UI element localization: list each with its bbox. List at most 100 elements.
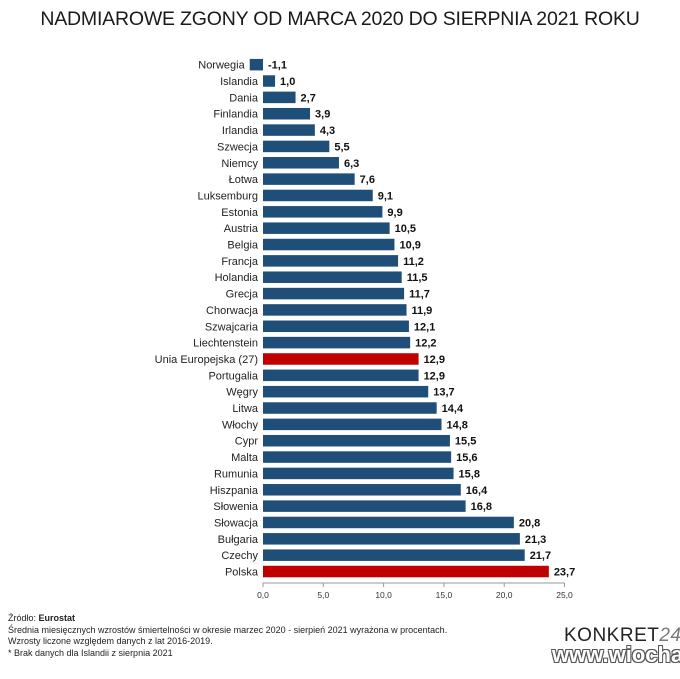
category-label: Francja bbox=[221, 256, 259, 268]
value-label: 12,9 bbox=[424, 370, 445, 382]
bar-3 bbox=[263, 107, 311, 120]
bar-6 bbox=[263, 157, 339, 169]
bar-17 bbox=[263, 336, 411, 349]
value-label: 10,9 bbox=[399, 240, 420, 252]
value-label: 12,9 bbox=[424, 354, 445, 366]
bar-28 bbox=[263, 516, 514, 529]
bar-2 bbox=[263, 91, 296, 104]
value-label: 15,8 bbox=[459, 468, 480, 480]
category-label: Cypr bbox=[235, 436, 259, 448]
category-label: Dania bbox=[229, 92, 259, 104]
value-label: 11,5 bbox=[407, 272, 428, 284]
value-label: 2,7 bbox=[301, 92, 316, 104]
bar-25 bbox=[263, 467, 454, 480]
bar-0 bbox=[249, 58, 263, 71]
category-label: Estonia bbox=[221, 207, 259, 219]
x-tick-label: 20,0 bbox=[496, 590, 513, 600]
bar-22 bbox=[263, 418, 442, 431]
value-label: 1,0 bbox=[280, 76, 295, 88]
bar-5 bbox=[263, 140, 330, 153]
category-label: Norwegia bbox=[198, 60, 245, 72]
watermark: www.wiocha.pl bbox=[552, 642, 680, 667]
brand-logo: KONKRET24 bbox=[564, 625, 680, 647]
x-tick-label: 25,0 bbox=[556, 590, 573, 600]
bar-4 bbox=[263, 124, 315, 136]
bar-1 bbox=[263, 75, 276, 87]
value-label: 21,7 bbox=[530, 550, 551, 562]
bar-26 bbox=[263, 484, 461, 496]
category-label: Rumunia bbox=[214, 468, 259, 480]
value-label: 15,6 bbox=[456, 452, 477, 464]
bar-7 bbox=[263, 173, 355, 185]
bar-16 bbox=[263, 320, 409, 333]
value-label: 7,6 bbox=[360, 174, 375, 186]
value-label: 16,8 bbox=[471, 501, 492, 513]
bar-11 bbox=[263, 238, 395, 251]
category-label: Irlandia bbox=[222, 125, 259, 137]
category-label: Chorwacja bbox=[206, 305, 259, 317]
value-label: 11,2 bbox=[403, 256, 424, 268]
category-label: Portugalia bbox=[208, 370, 258, 382]
x-tick-label: 5,0 bbox=[317, 590, 329, 600]
bar-9 bbox=[263, 206, 383, 218]
category-label: Włochy bbox=[222, 419, 259, 431]
value-label: 15,5 bbox=[455, 436, 476, 448]
value-label: 16,4 bbox=[466, 485, 488, 497]
bar-29 bbox=[263, 533, 520, 545]
bar-18 bbox=[263, 353, 419, 365]
value-label: 20,8 bbox=[519, 517, 540, 529]
value-label: 11,7 bbox=[409, 289, 430, 301]
category-label: Islandia bbox=[220, 76, 259, 88]
category-label: Polska bbox=[225, 567, 259, 579]
value-label: 5,5 bbox=[334, 141, 349, 153]
value-label: 13,7 bbox=[433, 387, 454, 399]
category-label: Unia Europejska (27) bbox=[155, 354, 258, 366]
value-label: 14,8 bbox=[446, 419, 467, 431]
bar-chart: Norwegia -1,1 Islandia 1,0 Dania 2,7 Finlandia… bbox=[155, 58, 575, 600]
bar-24 bbox=[263, 451, 452, 463]
bar-27 bbox=[263, 500, 466, 512]
value-label: 6,3 bbox=[344, 158, 359, 170]
category-label: Szwecja bbox=[217, 141, 259, 153]
logo-text: KONKRET bbox=[564, 625, 660, 646]
chart-footer: Źródło: Eurostat Średnia miesięcznych wz… bbox=[8, 613, 447, 659]
category-label: Grecja bbox=[226, 289, 259, 301]
bar-20 bbox=[263, 385, 429, 398]
source-value: Eurostat bbox=[38, 613, 76, 623]
bar-15 bbox=[263, 304, 407, 316]
value-label: 14,4 bbox=[442, 403, 464, 415]
category-label: Liechtenstein bbox=[193, 338, 258, 350]
source-label: Źródło: bbox=[8, 613, 37, 623]
category-label: Szwajcaria bbox=[205, 321, 259, 333]
category-label: Malta bbox=[231, 452, 259, 464]
value-label: -1,1 bbox=[268, 60, 287, 72]
source-line: Źródło: Eurostat bbox=[8, 613, 447, 625]
logo-accent: 24 bbox=[659, 625, 680, 646]
value-label: 11,9 bbox=[412, 305, 433, 317]
value-label: 3,9 bbox=[315, 109, 330, 121]
footer-note-3: * Brak danych dla Islandii z sierpnia 20… bbox=[8, 647, 173, 658]
value-label: 10,5 bbox=[395, 223, 416, 235]
value-label: 12,2 bbox=[415, 338, 436, 350]
value-label: 4,3 bbox=[320, 125, 335, 137]
footer-note-1: Średnia miesięcznych wzrostów śmiertelno… bbox=[8, 624, 448, 635]
category-label: Czechy bbox=[221, 550, 258, 562]
category-label: Węgry bbox=[226, 387, 258, 399]
category-label: Hiszpania bbox=[210, 485, 259, 497]
category-label: Holandia bbox=[215, 272, 259, 284]
bar-19 bbox=[263, 369, 419, 382]
bar-10 bbox=[263, 222, 390, 234]
footer-note-2: Wzrosty liczone względem danych z lat 20… bbox=[8, 636, 213, 646]
value-label: 9,1 bbox=[378, 190, 393, 202]
category-label: Niemcy bbox=[221, 158, 258, 170]
category-label: Słowenia bbox=[213, 501, 259, 513]
value-label: 12,1 bbox=[414, 321, 435, 333]
bar-30 bbox=[263, 549, 525, 561]
value-label: 21,3 bbox=[525, 534, 546, 546]
bar-8 bbox=[263, 189, 373, 202]
category-label: Bułgaria bbox=[218, 534, 259, 546]
x-tick-label: 0,0 bbox=[257, 590, 269, 600]
bar-21 bbox=[263, 402, 437, 414]
x-tick-label: 10,0 bbox=[375, 590, 392, 600]
category-label: Słowacja bbox=[214, 517, 259, 529]
